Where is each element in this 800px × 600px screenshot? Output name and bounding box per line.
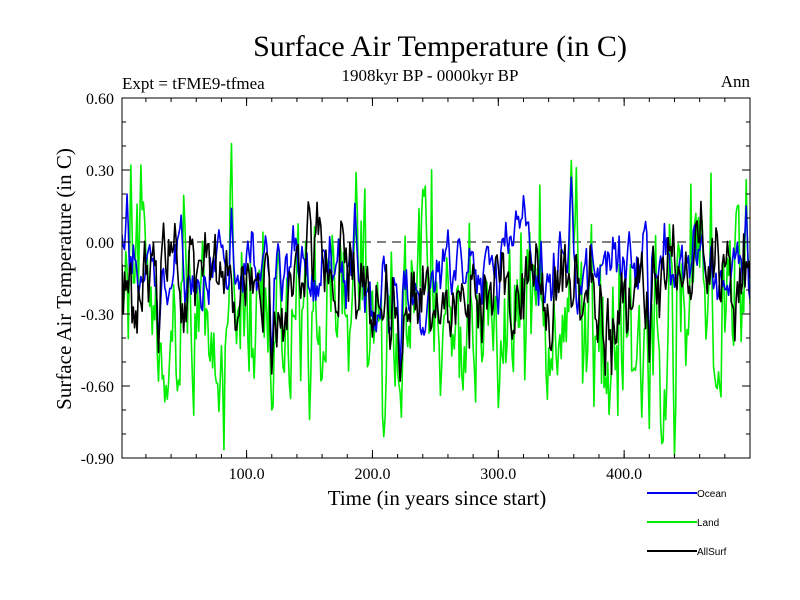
series-line-allsurf <box>122 200 750 382</box>
y-tick-label: 0.60 <box>86 91 114 108</box>
experiment-label: Expt = tFME9-tfmea <box>122 74 265 93</box>
legend: Ocean Land AllSurf <box>647 489 727 558</box>
legend-label-allsurf: AllSurf <box>697 547 727 558</box>
legend-label-land: Land <box>697 518 719 529</box>
chart-title: Surface Air Temperature (in C) <box>253 30 627 63</box>
x-axis-label: Time (in years since start) <box>328 486 547 510</box>
x-tick-label: 400.0 <box>606 466 642 483</box>
y-tick-label: -0.90 <box>81 451 114 468</box>
y-axis-label: Surface Air Temperature (in C) <box>52 148 76 410</box>
series-line-ocean <box>122 176 750 368</box>
plot-frame <box>121 97 751 459</box>
y-tick-label: 0.30 <box>86 163 114 180</box>
y-tick-label: -0.60 <box>81 379 114 396</box>
y-tick-label: -0.30 <box>81 307 114 324</box>
legend-label-ocean: Ocean <box>697 489 726 500</box>
y-tick-label: 0.00 <box>86 235 114 252</box>
x-tick-label: 300.0 <box>480 466 516 483</box>
plot-area: 0.60 0.30 0.00 -0.30 -0.60 -0.90 100.0 200.0 300… <box>81 91 751 483</box>
time-range-label: 1908kyr BP - 0000kyr BP <box>342 66 519 85</box>
season-label: Ann <box>721 72 751 91</box>
x-tick-label: 200.0 <box>354 466 390 483</box>
x-tick-label: 100.0 <box>229 466 265 483</box>
